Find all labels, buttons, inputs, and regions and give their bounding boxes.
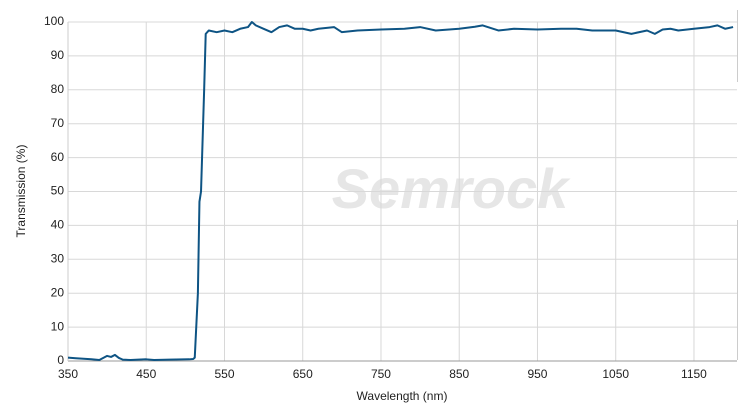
y-tick-label: 90 [51, 48, 65, 62]
x-tick-label: 750 [371, 367, 391, 381]
y-tick-label: 70 [51, 116, 65, 130]
y-tick-label: 50 [51, 184, 65, 198]
x-tick-label: 450 [136, 367, 156, 381]
x-tick-label: 650 [293, 367, 313, 381]
x-axis-label: Wavelength (nm) [357, 389, 448, 403]
y-tick-label: 20 [51, 285, 65, 299]
y-axis-label: Transmission (%) [14, 145, 28, 238]
x-tick-label: 350 [58, 367, 78, 381]
y-tick-label: 80 [51, 82, 65, 96]
y-tick-label: 30 [51, 251, 65, 265]
data-line [67, 21, 734, 361]
x-tick-label: 1150 [681, 367, 707, 381]
x-tick-label: 550 [214, 367, 234, 381]
x-tick-label: 1050 [602, 367, 629, 381]
y-tick-label: 40 [51, 218, 65, 232]
y-tick-label: 10 [51, 319, 65, 333]
x-tick-label: 850 [449, 367, 469, 381]
watermark: Semrock [332, 157, 571, 220]
y-tick-label: 100 [44, 14, 64, 28]
y-tick-label: 60 [51, 150, 65, 164]
y-tick-label: 0 [57, 353, 64, 367]
x-tick-label: 950 [527, 367, 547, 381]
